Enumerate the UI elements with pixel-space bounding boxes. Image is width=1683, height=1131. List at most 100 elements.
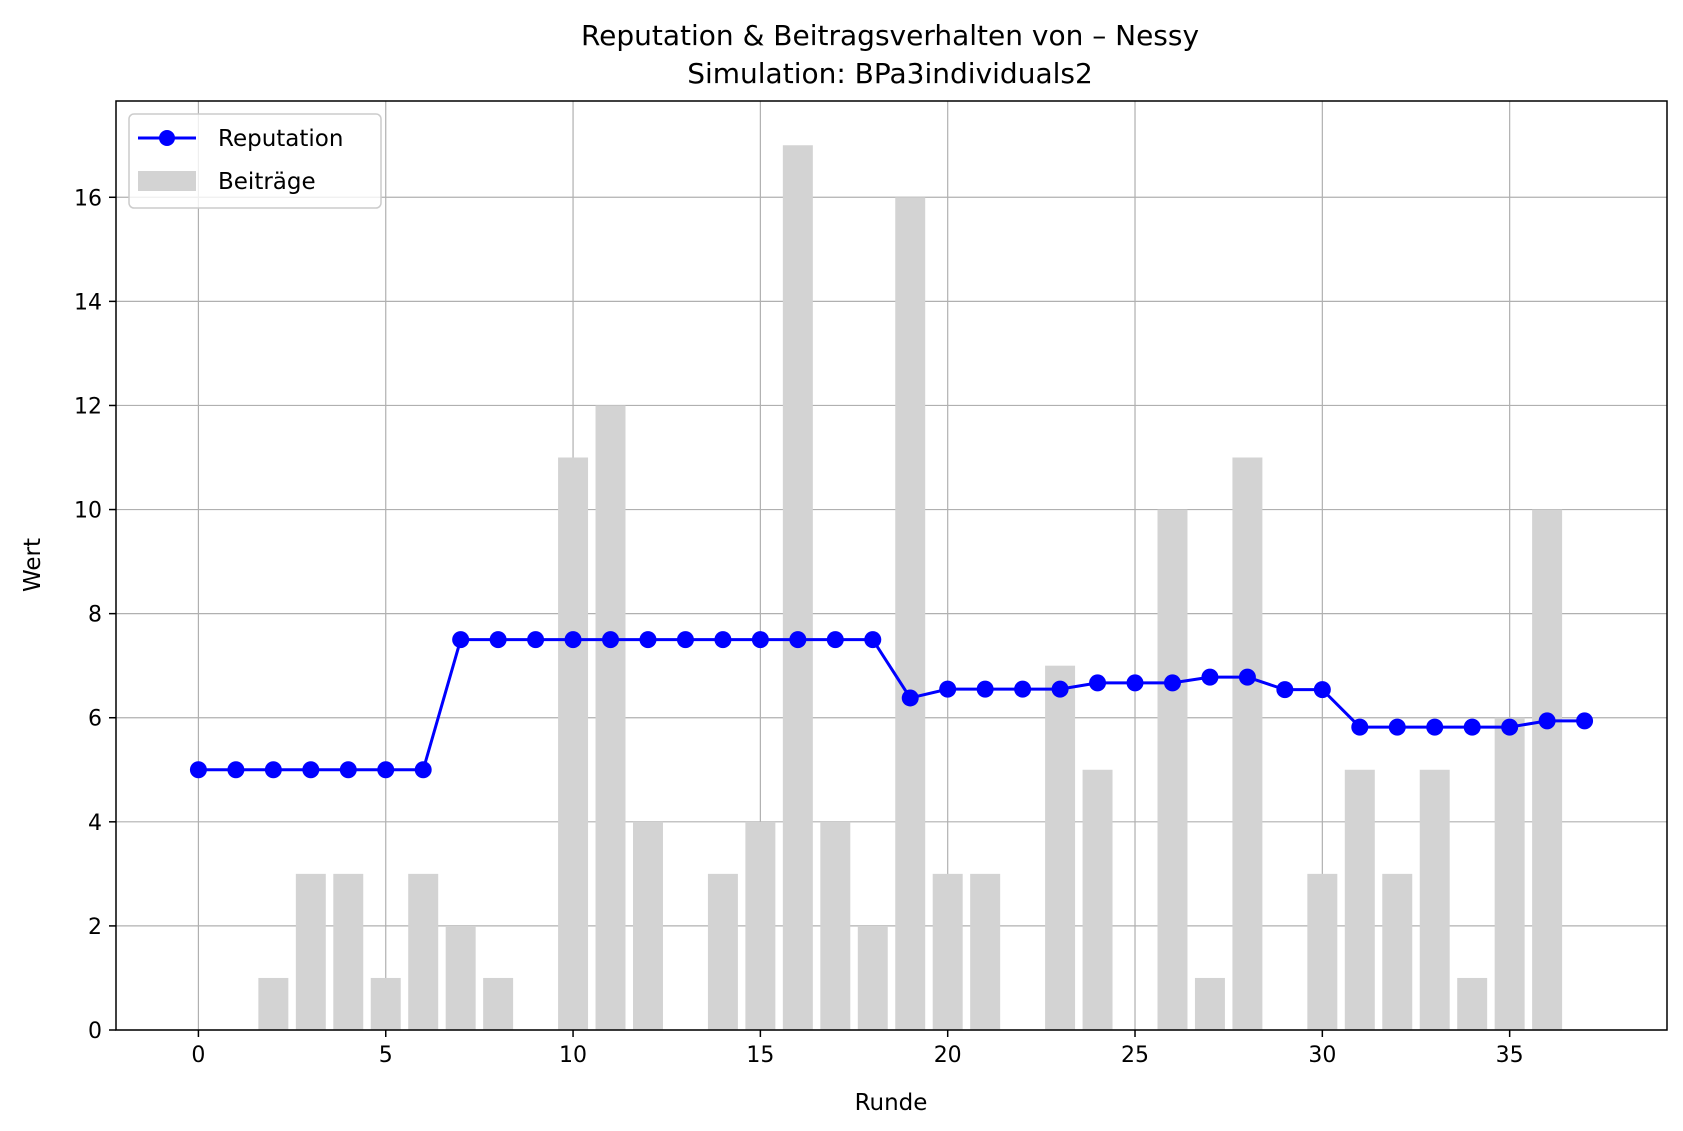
- bar: [408, 873, 439, 1030]
- x-tick-label: 15: [746, 1043, 774, 1068]
- y-tick-label: 8: [88, 603, 102, 628]
- reputation-point: [1276, 681, 1294, 699]
- reputation-point: [1388, 718, 1406, 736]
- reputation-point: [489, 631, 507, 649]
- x-tick-label: 25: [1121, 1043, 1149, 1068]
- reputation-point: [527, 631, 545, 649]
- bar: [857, 925, 888, 1030]
- grid: [116, 101, 1667, 1031]
- reputation-point: [676, 631, 694, 649]
- reputation-point: [826, 631, 844, 649]
- reputation-point: [1163, 674, 1181, 692]
- bar: [970, 873, 1001, 1030]
- chart-title: Reputation & Beitragsverhalten von – Nes…: [581, 19, 1199, 52]
- y-tick-label: 12: [74, 394, 102, 419]
- y-axis-label: Wert: [20, 538, 46, 592]
- reputation-point: [1463, 718, 1481, 736]
- reputation-point: [302, 761, 320, 779]
- bar: [1457, 977, 1488, 1030]
- x-tick-label: 30: [1308, 1043, 1336, 1068]
- legend-reputation-label: Reputation: [218, 126, 343, 152]
- reputation-point: [1089, 674, 1107, 692]
- reputation-point: [1051, 680, 1069, 698]
- x-tick-label: 10: [559, 1043, 587, 1068]
- reputation-point: [939, 680, 957, 698]
- bar: [1045, 665, 1076, 1030]
- reputation-point: [1313, 681, 1331, 699]
- bar: [1194, 977, 1225, 1030]
- bar: [707, 873, 738, 1030]
- x-axis-label: Runde: [855, 1090, 928, 1116]
- reputation-point: [639, 631, 657, 649]
- y-tick-label: 14: [74, 290, 102, 315]
- reputation-point: [1538, 712, 1556, 730]
- reputation-point: [1576, 712, 1594, 730]
- reputation-point: [602, 631, 620, 649]
- reputation-point: [1201, 668, 1219, 686]
- bar: [595, 405, 626, 1031]
- reputation-point: [976, 680, 994, 698]
- bar: [483, 977, 514, 1030]
- reputation-point: [1426, 718, 1444, 736]
- bar: [745, 821, 776, 1030]
- line-series: [189, 631, 1594, 779]
- reputation-point: [789, 631, 807, 649]
- bar: [895, 197, 926, 1031]
- bar: [1344, 769, 1375, 1030]
- axis-ticks: 0 5 10 15 20 25 30 35 0 2 4 6 8 10 12 14 16: [74, 186, 1524, 1068]
- reputation-point: [377, 761, 395, 779]
- bar: [1082, 769, 1113, 1030]
- bar: [782, 145, 813, 1030]
- bar: [558, 457, 589, 1031]
- bar: [333, 873, 364, 1030]
- reputation-point: [1351, 718, 1369, 736]
- reputation-line: [198, 638, 1585, 772]
- bar: [1419, 769, 1450, 1030]
- reputation-point: [1014, 680, 1032, 698]
- legend: Reputation Beiträge: [128, 113, 382, 209]
- bar: [1494, 717, 1525, 1030]
- y-tick-label: 10: [74, 499, 102, 524]
- x-tick-label: 20: [934, 1043, 962, 1068]
- x-tick-label: 5: [379, 1043, 393, 1068]
- bar: [1532, 509, 1563, 1030]
- reputation-point: [714, 631, 732, 649]
- reputation-point: [1501, 718, 1519, 736]
- x-tick-label: 35: [1496, 1043, 1524, 1068]
- reputation-point: [264, 761, 282, 779]
- x-tick-label: 0: [191, 1043, 205, 1068]
- bar: [445, 925, 476, 1030]
- bar: [1232, 457, 1263, 1031]
- chart-subtitle: Simulation: BPa3individuals2: [687, 57, 1093, 90]
- bar: [1157, 509, 1188, 1030]
- bar: [370, 977, 401, 1030]
- reputation-point: [189, 761, 207, 779]
- reputation-point: [227, 761, 245, 779]
- bar: [258, 977, 289, 1030]
- reputation-point: [339, 761, 357, 779]
- reputation-point: [1238, 668, 1256, 686]
- plot-frame: [115, 100, 1668, 1031]
- reputation-point: [864, 631, 882, 649]
- reputation-point: [564, 631, 582, 649]
- y-tick-label: 6: [88, 707, 102, 732]
- bar: [1307, 873, 1338, 1030]
- legend-beitraege-label: Beiträge: [218, 169, 316, 195]
- reputation-point: [751, 631, 769, 649]
- bar: [633, 821, 663, 1030]
- y-tick-label: 4: [88, 811, 102, 836]
- bar: [1382, 873, 1413, 1030]
- y-tick-label: 0: [88, 1019, 102, 1044]
- bar: [820, 821, 851, 1030]
- bar: [932, 873, 963, 1030]
- reputation-point: [414, 761, 432, 779]
- bar: [295, 873, 326, 1030]
- reputation-point: [1126, 674, 1144, 692]
- reputation-point: [901, 689, 919, 707]
- y-tick-label: 2: [88, 915, 102, 940]
- y-tick-label: 16: [74, 186, 102, 211]
- reputation-point: [452, 631, 470, 649]
- legend-beitraege-swatch: [138, 171, 196, 191]
- legend-reputation-marker: [159, 130, 175, 146]
